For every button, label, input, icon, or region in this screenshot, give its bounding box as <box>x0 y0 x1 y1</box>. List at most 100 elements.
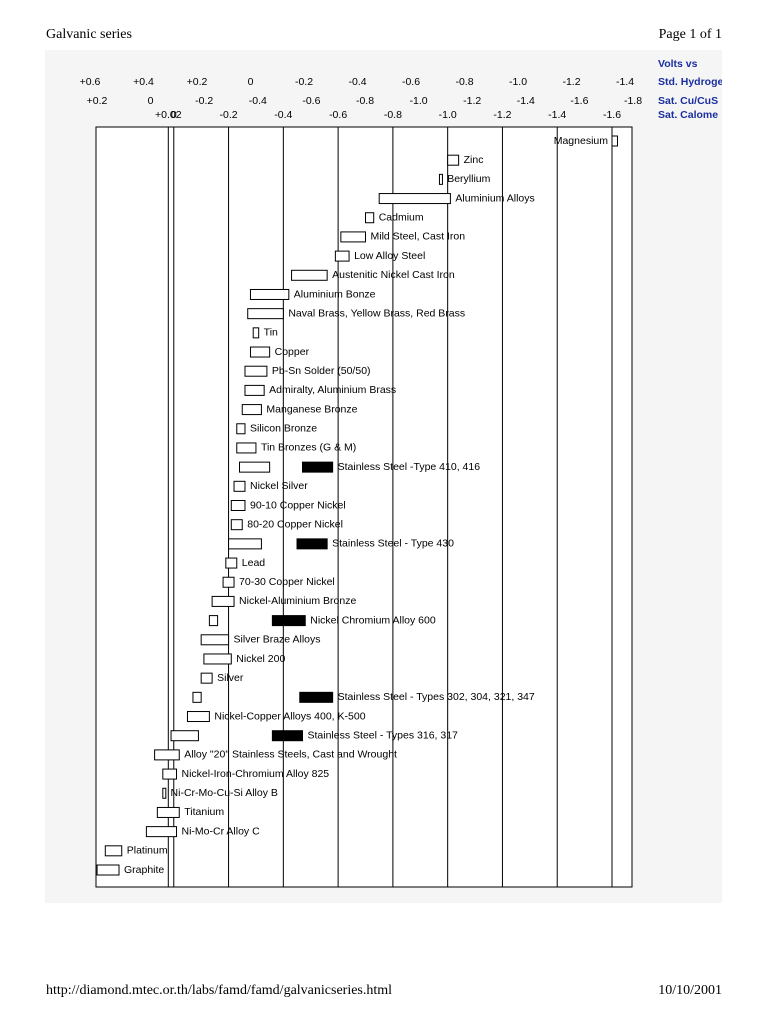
tick-label: -1.0 <box>410 95 428 107</box>
range-bar <box>230 519 243 531</box>
material-label: Naval Brass, Yellow Brass, Red Brass <box>288 307 465 319</box>
scale-caption: Volts vs <box>658 58 698 70</box>
range-bar <box>192 691 202 703</box>
material-label: Stainless Steel - Types 302, 304, 321, 3… <box>338 691 535 703</box>
material-label: Nickel-Aluminium Bronze <box>239 595 356 607</box>
material-label: Ni-Mo-Cr Alloy C <box>182 825 261 837</box>
material-label: Alloy "20" Stainless Steels, Cast and Wr… <box>184 749 397 761</box>
tick-label: -1.2 <box>562 76 580 88</box>
tick-label: -0.8 <box>356 95 374 107</box>
material-label: 90-10 Copper Nickel <box>250 499 346 511</box>
range-bar <box>96 864 120 876</box>
range-bar <box>252 327 260 339</box>
range-bar <box>186 711 210 723</box>
tick-label: -1.4 <box>517 95 535 107</box>
material-label: Austenitic Nickel Cast Iron <box>332 269 455 281</box>
range-bar <box>447 154 460 166</box>
material-label: Nickel Chromium Alloy 600 <box>310 614 436 626</box>
material-label: Copper <box>275 346 310 358</box>
chart: Std. Hydroge +0.6 +0.4 +0.2 0 -0.2 -0.4 -0.6 -0.… <box>80 76 723 887</box>
range-bar <box>378 193 451 205</box>
range-bar <box>271 730 304 742</box>
range-bar <box>291 269 328 281</box>
range-bar <box>154 749 180 761</box>
material-label: Silver <box>217 672 244 684</box>
tick-label: -1.0 <box>509 76 527 88</box>
material-label: 70-30 Copper Nickel <box>239 576 335 588</box>
material-label: Nickel-Iron-Chromium Alloy 825 <box>182 768 330 780</box>
footer-url: http://diamond.mtec.or.th/labs/famd/famd… <box>46 983 392 998</box>
range-bar <box>365 212 375 224</box>
tick-label: -0.4 <box>274 109 292 121</box>
tick-label: -0.8 <box>384 109 402 121</box>
material-label: Aluminium Bonze <box>294 288 376 300</box>
range-bar <box>334 250 350 262</box>
tick-label: -1.6 <box>570 95 588 107</box>
material-label: Beryllium <box>447 173 490 185</box>
tick-label: +0.02 <box>155 109 182 121</box>
material-label: Stainless Steel - Types 316, 317 <box>308 729 459 741</box>
material-label: Admiralty, Aluminium Brass <box>269 384 396 396</box>
tick-label: -0.4 <box>249 95 267 107</box>
tick-label: -0.4 <box>348 76 366 88</box>
tick-label: 0 <box>171 109 177 121</box>
range-bar <box>241 404 262 416</box>
material-label: Nickel Silver <box>250 480 308 492</box>
tick-label: +0.4 <box>133 76 154 88</box>
range-bar <box>208 615 219 627</box>
range-bar <box>244 365 268 377</box>
material-label: Tin <box>264 327 278 339</box>
material-label: Low Alloy Steel <box>354 250 425 262</box>
range-bar <box>203 653 232 665</box>
tick-label: -1.6 <box>603 109 621 121</box>
material-label: 80-20 Copper Nickel <box>247 518 343 530</box>
range-bar <box>225 557 238 569</box>
range-bar <box>249 346 271 358</box>
material-label: Silver Braze Alloys <box>234 634 321 646</box>
tick-label: -1.2 <box>493 109 511 121</box>
range-bar <box>296 538 328 550</box>
material-label: Tin Bronzes (G & M) <box>261 442 356 454</box>
range-bar <box>162 787 167 799</box>
scale-name: Std. Hydroge <box>658 76 723 88</box>
range-bar <box>162 768 178 780</box>
tick-label: +0.2 <box>187 76 208 88</box>
tick-label: -0.6 <box>329 109 347 121</box>
tick-label: +0.2 <box>87 95 108 107</box>
range-bar <box>222 576 235 588</box>
plot-frame <box>95 126 633 888</box>
material-label: Cadmium <box>379 212 424 224</box>
material-label: Aluminium Alloys <box>455 192 534 204</box>
material-label: Mild Steel, Cast Iron <box>371 231 466 243</box>
range-bar <box>200 672 213 684</box>
scale-name: Sat. Cu/CuS <box>658 95 718 107</box>
tick-label: -1.4 <box>548 109 566 121</box>
range-bar <box>156 806 180 818</box>
scale-name: Sat. Calome <box>658 109 718 121</box>
tick-label: -1.4 <box>616 76 634 88</box>
tick-label: -1.8 <box>624 95 642 107</box>
tick-label: -0.8 <box>455 76 473 88</box>
tick-label: -1.0 <box>439 109 457 121</box>
range-bar <box>247 308 284 320</box>
page-title: Galvanic series <box>46 27 132 42</box>
range-bar <box>211 595 235 607</box>
range-bar <box>104 845 123 857</box>
material-label: Platinum <box>127 845 168 857</box>
material-label: Stainless Steel -Type 410, 416 <box>338 461 481 473</box>
tick-label: -1.2 <box>463 95 481 107</box>
tick-label: -0.2 <box>195 95 213 107</box>
range-bar <box>233 480 246 492</box>
material-label: Silicon Bronze <box>250 423 317 435</box>
tick-label: -0.2 <box>220 109 238 121</box>
material-label: Ni-Cr-Mo-Cu-Si Alloy B <box>171 787 278 799</box>
material-label: Pb-Sn Solder (50/50) <box>272 365 371 377</box>
range-bar <box>611 135 618 147</box>
range-bar <box>249 288 290 300</box>
range-bar <box>236 423 246 435</box>
range-bar <box>228 538 262 550</box>
range-bar <box>145 826 178 838</box>
range-bar <box>302 461 334 473</box>
material-label: Graphite <box>124 864 164 876</box>
